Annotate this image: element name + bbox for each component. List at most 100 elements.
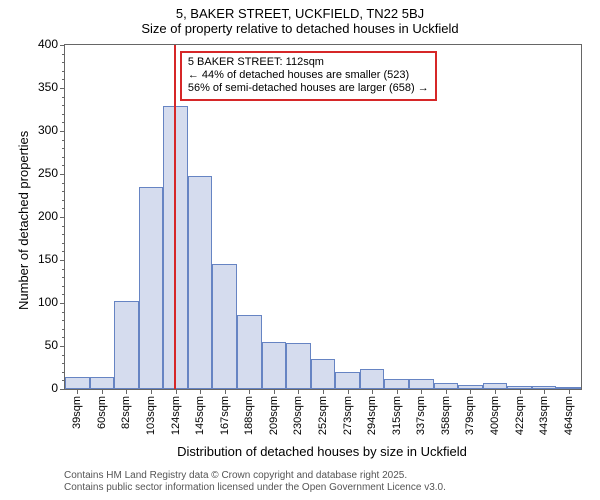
x-tick-label: 82sqm — [120, 396, 132, 429]
y-minor-tick — [62, 243, 65, 244]
y-minor-tick — [62, 140, 65, 141]
y-minor-tick — [62, 234, 65, 235]
y-minor-tick — [62, 208, 65, 209]
plot-area: 5 BAKER STREET: 112sqm← 44% of detached … — [64, 44, 582, 390]
x-tick-mark — [200, 389, 201, 394]
y-tick-mark — [60, 346, 65, 347]
annotation-line: ← 44% of detached houses are smaller (52… — [188, 69, 429, 82]
y-tick-mark — [60, 389, 65, 390]
y-tick-mark — [60, 174, 65, 175]
x-tick-mark — [397, 389, 398, 394]
x-tick-mark — [569, 389, 570, 394]
histogram-bar — [90, 377, 115, 389]
histogram-bar — [65, 377, 90, 389]
x-tick-label: 315sqm — [391, 396, 403, 435]
x-tick-label: 252sqm — [317, 396, 329, 435]
y-tick-mark — [60, 88, 65, 89]
histogram-bar — [286, 343, 311, 389]
x-tick-mark — [249, 389, 250, 394]
x-tick-mark — [495, 389, 496, 394]
y-tick-label: 200 — [0, 209, 58, 223]
x-tick-label: 60sqm — [96, 396, 108, 429]
annotation-line: 56% of semi-detached houses are larger (… — [188, 82, 429, 95]
annotation-box: 5 BAKER STREET: 112sqm← 44% of detached … — [180, 51, 437, 101]
x-tick-label: 209sqm — [268, 396, 280, 435]
y-minor-tick — [62, 97, 65, 98]
y-minor-tick — [62, 320, 65, 321]
x-tick-label: 422sqm — [514, 396, 526, 435]
x-tick-mark — [421, 389, 422, 394]
y-minor-tick — [62, 148, 65, 149]
histogram-bar — [114, 301, 139, 389]
y-minor-tick — [62, 200, 65, 201]
histogram-bar — [262, 342, 287, 389]
x-tick-mark — [102, 389, 103, 394]
reference-line — [174, 45, 176, 389]
y-tick-mark — [60, 303, 65, 304]
x-tick-mark — [372, 389, 373, 394]
y-tick-label: 150 — [0, 252, 58, 266]
y-minor-tick — [62, 71, 65, 72]
annotation-line: 5 BAKER STREET: 112sqm — [188, 56, 429, 69]
x-tick-label: 379sqm — [464, 396, 476, 435]
x-tick-mark — [225, 389, 226, 394]
histogram-bar — [212, 264, 237, 389]
histogram-bar — [384, 379, 409, 389]
attribution-text: Contains HM Land Registry data © Crown c… — [64, 470, 446, 494]
x-tick-label: 400sqm — [489, 396, 501, 435]
x-tick-mark — [520, 389, 521, 394]
x-tick-mark — [298, 389, 299, 394]
y-minor-tick — [62, 79, 65, 80]
y-minor-tick — [62, 372, 65, 373]
y-tick-label: 350 — [0, 80, 58, 94]
y-minor-tick — [62, 122, 65, 123]
y-minor-tick — [62, 329, 65, 330]
y-tick-label: 250 — [0, 166, 58, 180]
y-minor-tick — [62, 277, 65, 278]
y-minor-tick — [62, 105, 65, 106]
y-tick-mark — [60, 45, 65, 46]
y-minor-tick — [62, 114, 65, 115]
y-tick-label: 300 — [0, 123, 58, 137]
y-minor-tick — [62, 157, 65, 158]
histogram-bar — [139, 187, 164, 389]
histogram-bar — [335, 372, 360, 389]
x-axis-label: Distribution of detached houses by size … — [64, 444, 580, 459]
x-tick-label: 145sqm — [194, 396, 206, 435]
x-tick-label: 124sqm — [170, 396, 182, 435]
attribution-line1: Contains HM Land Registry data © Crown c… — [64, 470, 446, 482]
y-tick-mark — [60, 260, 65, 261]
y-minor-tick — [62, 183, 65, 184]
y-minor-tick — [62, 251, 65, 252]
y-tick-mark — [60, 217, 65, 218]
x-tick-label: 167sqm — [219, 396, 231, 435]
y-minor-tick — [62, 286, 65, 287]
x-tick-mark — [544, 389, 545, 394]
x-tick-label: 294sqm — [366, 396, 378, 435]
x-tick-mark — [126, 389, 127, 394]
attribution-line2: Contains public sector information licen… — [64, 482, 446, 494]
x-tick-mark — [274, 389, 275, 394]
x-tick-mark — [446, 389, 447, 394]
chart-container: 5, BAKER STREET, UCKFIELD, TN22 5BJ Size… — [0, 0, 600, 500]
x-tick-label: 358sqm — [440, 396, 452, 435]
y-tick-mark — [60, 131, 65, 132]
y-tick-label: 400 — [0, 37, 58, 51]
y-minor-tick — [62, 165, 65, 166]
y-minor-tick — [62, 294, 65, 295]
y-minor-tick — [62, 226, 65, 227]
x-tick-label: 103sqm — [145, 396, 157, 435]
x-tick-label: 443sqm — [538, 396, 550, 435]
x-tick-mark — [176, 389, 177, 394]
y-minor-tick — [62, 363, 65, 364]
x-tick-label: 188sqm — [243, 396, 255, 435]
y-minor-tick — [62, 337, 65, 338]
histogram-bar — [237, 315, 262, 389]
y-minor-tick — [62, 62, 65, 63]
histogram-bar — [360, 369, 385, 389]
y-tick-label: 100 — [0, 295, 58, 309]
x-tick-mark — [323, 389, 324, 394]
x-tick-label: 337sqm — [415, 396, 427, 435]
y-minor-tick — [62, 269, 65, 270]
chart-title-line2: Size of property relative to detached ho… — [0, 21, 600, 36]
